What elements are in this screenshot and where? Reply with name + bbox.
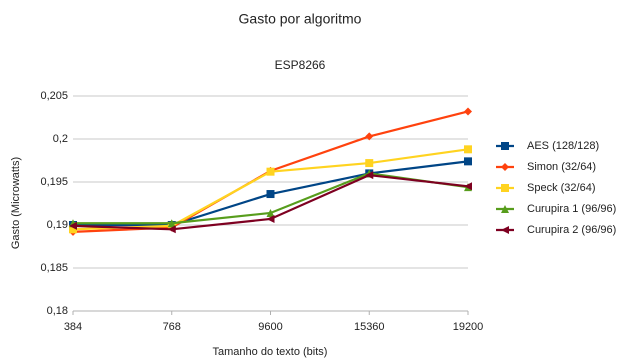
data-point <box>266 214 275 223</box>
data-point <box>464 107 472 116</box>
legend-marker <box>501 226 509 234</box>
y-tick-label: 0,185 <box>40 262 68 274</box>
legend-label: Curupira 2 (96/96) <box>527 224 616 236</box>
legend-marker <box>501 184 509 192</box>
data-point <box>69 221 77 230</box>
data-point <box>266 167 275 176</box>
legend-label: Curupira 1 (96/96) <box>527 203 616 215</box>
data-point <box>167 225 176 234</box>
data-point <box>365 171 374 180</box>
legend-marker <box>501 163 509 171</box>
y-tick-label: 0,19 <box>47 219 68 231</box>
y-tick-label: 0,195 <box>40 176 68 188</box>
chart-subtitle: ESP8266 <box>275 58 326 72</box>
x-tick-label: 19200 <box>453 321 484 333</box>
legend-label: Simon (32/64) <box>527 161 596 173</box>
legend-marker <box>501 205 509 213</box>
data-point <box>266 208 275 217</box>
data-point <box>167 219 176 228</box>
series-line <box>72 173 469 231</box>
data-point <box>464 182 472 191</box>
data-point <box>464 145 472 154</box>
y-tick-label: 0,18 <box>47 305 68 317</box>
y-tick-label: 0,2 <box>53 133 68 145</box>
y-axis-label: Gasto (Microwatts) <box>10 157 22 249</box>
legend-label: Speck (32/64) <box>527 182 595 194</box>
legend-marker <box>501 142 509 150</box>
data-point <box>266 190 275 199</box>
x-tick-label: 384 <box>64 321 82 333</box>
x-tick-label: 9600 <box>258 321 282 333</box>
legend-label: AES (128/128) <box>527 140 599 152</box>
data-point <box>365 159 374 168</box>
data-point <box>464 157 472 166</box>
chart-title: Gasto por algoritmo <box>239 11 362 27</box>
x-axis-label: Tamanho do texto (bits) <box>213 346 328 358</box>
data-point <box>365 132 374 141</box>
x-tick-label: 15360 <box>354 321 385 333</box>
x-tick-label: 768 <box>163 321 181 333</box>
y-tick-label: 0,205 <box>40 90 68 102</box>
